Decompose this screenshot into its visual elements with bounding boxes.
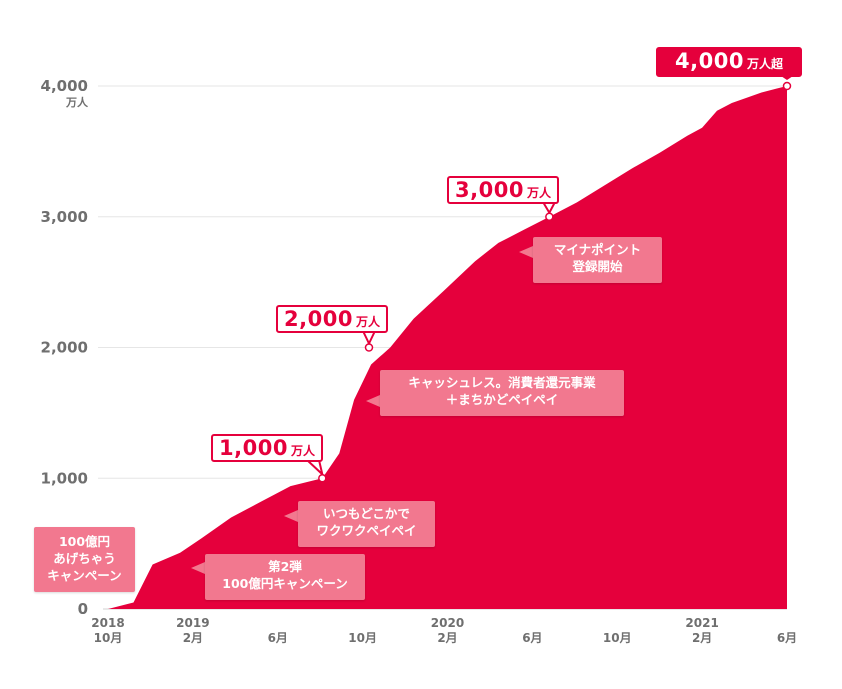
x-tick-month: 6月 <box>268 631 288 645</box>
event-label-second-100oku: 第2弾 100億円キャンペーン <box>205 554 365 600</box>
y-tick-label: 0 <box>78 600 88 618</box>
milestone-number: 2,000 <box>284 307 353 331</box>
event-pointers <box>191 246 533 574</box>
x-tick-month: 6月 <box>522 631 542 645</box>
y-tick-label: 2,000 <box>41 339 88 357</box>
x-tick-year: 2020 <box>431 616 464 630</box>
event-pointer <box>366 395 380 407</box>
milestone-unit: 万人 <box>290 444 315 458</box>
milestone-point <box>364 343 374 352</box>
milestone-unit: 万人超 <box>746 57 783 71</box>
milestone-number: 3,000 <box>455 178 524 202</box>
event-pointer <box>191 562 205 574</box>
x-tick-month: 2月 <box>692 631 712 645</box>
y-tick-label: 4,000 <box>41 77 88 95</box>
milestone-pointer <box>306 459 325 478</box>
event-label-itsumo-dokoka: いつもどこかで ワクワクペイペイ <box>298 501 435 547</box>
x-tick-month: 10月 <box>94 631 123 645</box>
milestone-number: 4,000 <box>675 49 744 73</box>
x-tick-month: 10月 <box>348 631 377 645</box>
x-tick-month: 2月 <box>183 631 203 645</box>
milestone-label-1000: 1,000 万人 <box>211 434 323 462</box>
milestone-markers <box>306 76 793 483</box>
milestone-label-2000: 2,000 万人 <box>276 305 388 333</box>
event-pointer <box>284 510 298 522</box>
y-tick-label: 3,000 <box>41 208 88 226</box>
milestone-point <box>545 212 554 221</box>
milestone-label-3000: 3,000 万人 <box>447 176 559 204</box>
series-area <box>108 86 787 609</box>
x-tick-month: 10月 <box>603 631 632 645</box>
x-tick-year: 2018 <box>91 616 124 630</box>
event-label-mynapoint: マイナポイント 登録開始 <box>533 237 662 283</box>
milestone-number: 1,000 <box>219 436 288 460</box>
event-label-cashless: キャッシュレス。消費者還元事業 ＋まちかどペイペイ <box>380 370 624 416</box>
milestone-label-4000: 4,000 万人超 <box>656 47 802 77</box>
y-unit-label: 万人 <box>65 95 89 109</box>
milestone-unit: 万人 <box>355 315 380 329</box>
x-tick-month: 2月 <box>437 631 457 645</box>
milestone-pointer <box>781 76 793 80</box>
milestone-point <box>782 81 792 91</box>
event-label-100oku-ageru: 100億円 あげちゃう キャンペーン <box>34 527 135 592</box>
event-pointer <box>519 246 533 258</box>
milestone-point <box>318 474 327 483</box>
x-tick-year: 2019 <box>176 616 209 630</box>
x-tick-year: 2021 <box>685 616 718 630</box>
y-tick-label: 1,000 <box>41 469 88 487</box>
milestone-unit: 万人 <box>526 186 551 200</box>
x-tick-month: 6月 <box>777 631 797 645</box>
